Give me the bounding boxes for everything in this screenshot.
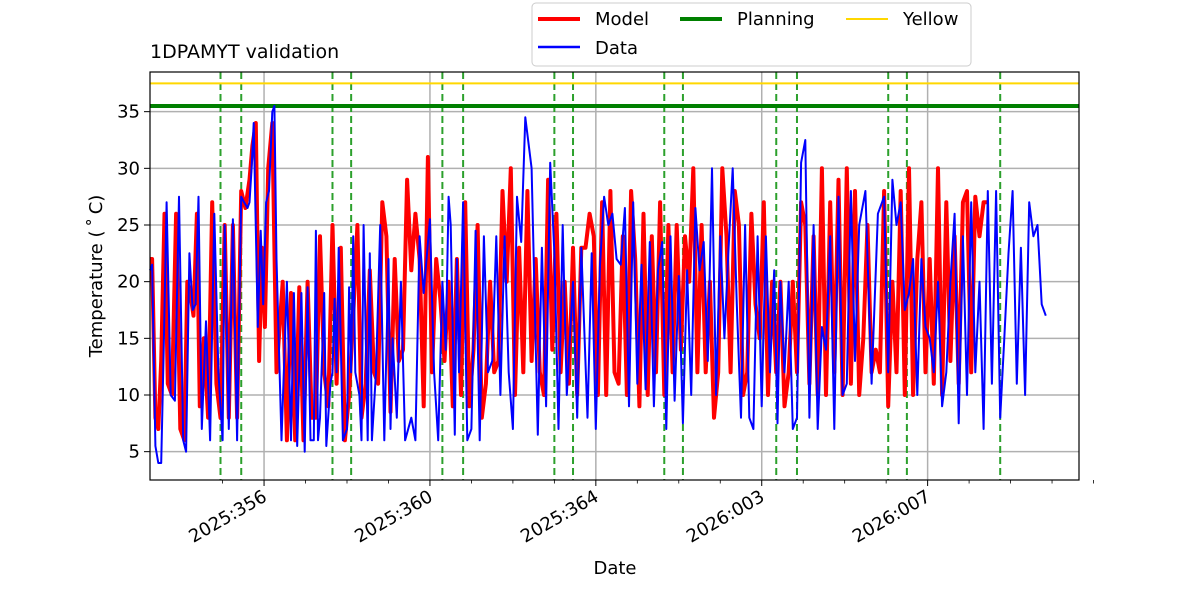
y-tick-label: 25	[117, 215, 140, 236]
x-tick-label: 2026:007	[849, 486, 934, 547]
x-tick-label: 2026:003	[683, 486, 768, 547]
chart-title: 1DPAMYT validation	[150, 41, 339, 63]
legend: Model Data Planning Yellow	[531, 2, 972, 67]
y-tick-label: 20	[117, 272, 140, 293]
y-tick-label: 35	[117, 102, 140, 123]
y-tick-label: 10	[117, 385, 140, 406]
legend-label-yellow: Yellow	[902, 9, 958, 30]
x-axis-label: Date	[593, 558, 636, 579]
x-tick-label: 2025:360	[351, 486, 436, 547]
legend-label-data: Data	[595, 38, 638, 59]
x-tick-label: 2025:356	[185, 486, 270, 547]
y-tick-label: 5	[129, 442, 140, 463]
y-tick-label: 30	[117, 158, 140, 179]
series-data	[149, 105, 1047, 464]
y-tick-label: 15	[117, 328, 140, 349]
data-line	[149, 105, 1047, 464]
x-tick-label: 2025:364	[517, 486, 602, 547]
y-axis-label: Temperature ( ˚ C)	[86, 195, 107, 359]
y-axis-ticks: 5 10 15 20 25 30 35	[117, 102, 150, 463]
axes-frame	[149, 71, 1080, 481]
limit-lines	[150, 82, 1079, 108]
legend-label-model: Model	[595, 9, 649, 30]
legend-label-planning: Planning	[737, 9, 815, 30]
x-axis-ticks: 2025:356 2025:360 2025:364 2026:003 2026:007	[185, 480, 1094, 547]
